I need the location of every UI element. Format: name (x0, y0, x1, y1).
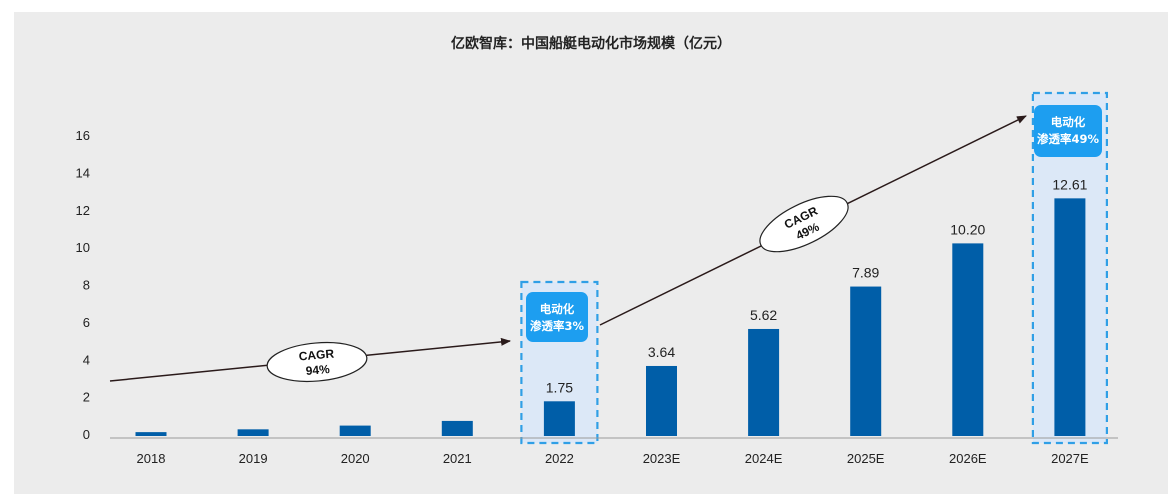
x-tick-label: 2027E (1051, 451, 1089, 466)
y-tick-label: 4 (83, 352, 90, 367)
data-labels-layer: 1.75 3.64 5.62 7.89 10.20 12.61 (546, 176, 1088, 395)
cagr-1-value: 94% (305, 362, 330, 378)
cagr-bubble-2: CAGR 49% (759, 195, 849, 253)
y-tick-label: 16 (76, 128, 90, 143)
data-label: 5.62 (750, 307, 777, 323)
y-tick-label: 0 (83, 427, 90, 442)
bar-2020 (339, 425, 371, 436)
y-tick-label: 6 (83, 315, 90, 330)
x-tick-label: 2021 (443, 451, 472, 466)
x-tick-label: 2022 (545, 451, 574, 466)
data-label: 3.64 (648, 344, 675, 360)
bar-2027E (1054, 198, 1086, 436)
data-label: 10.20 (950, 221, 985, 237)
bar-2025E (850, 286, 882, 436)
y-axis-ticks: 0 2 4 6 8 10 12 14 16 (76, 128, 90, 442)
y-tick-label: 12 (76, 203, 90, 218)
y-tick-label: 2 (83, 390, 90, 405)
bar-2018 (135, 432, 167, 436)
y-tick-label: 14 (76, 165, 90, 180)
x-tick-label: 2026E (949, 451, 987, 466)
cagr-bubble-1: CAGR 94% (266, 341, 368, 383)
bar-2022 (543, 401, 575, 436)
chart-title: 亿欧智库：中国船艇电动化市场规模（亿元） (451, 35, 731, 52)
bar-2019 (237, 429, 269, 436)
highlight-layer (520, 91, 1109, 445)
x-tick-label: 2025E (847, 451, 885, 466)
badge-2027: 电动化 渗透率49% (1034, 105, 1102, 157)
badge-2027-line2: 渗透率49% (1037, 132, 1100, 146)
bar-2026E (952, 243, 984, 436)
bar-2021 (441, 420, 473, 436)
bars-layer (135, 198, 1086, 436)
bar-2023E (646, 365, 677, 436)
x-axis-ticks: 2018 2019 2020 2021 2022 2023E 2024E 2025E 2026E… (137, 451, 1089, 466)
x-tick-label: 2019 (239, 451, 268, 466)
x-tick-label: 2023E (643, 451, 681, 466)
x-tick-label: 2020 (341, 451, 370, 466)
data-label: 1.75 (546, 379, 573, 395)
x-tick-label: 2018 (137, 451, 166, 466)
data-label: 7.89 (852, 265, 879, 281)
x-tick-label: 2024E (745, 451, 783, 466)
cagr-1-label: CAGR (298, 346, 335, 363)
bar-2024E (748, 328, 780, 436)
badge-2027-line1: 电动化 (1051, 115, 1086, 129)
badge-2022: 电动化 渗透率3% (526, 292, 588, 342)
badge-2022-line1: 电动化 (540, 302, 575, 316)
badge-2022-line2: 渗透率3% (530, 319, 585, 333)
data-label: 12.61 (1052, 176, 1087, 192)
y-tick-label: 10 (76, 240, 90, 255)
y-tick-label: 8 (83, 278, 90, 293)
chart-panel: 亿欧智库：中国船艇电动化市场规模（亿元） 0 2 4 6 8 10 12 14 16 2018 2… (14, 12, 1168, 494)
